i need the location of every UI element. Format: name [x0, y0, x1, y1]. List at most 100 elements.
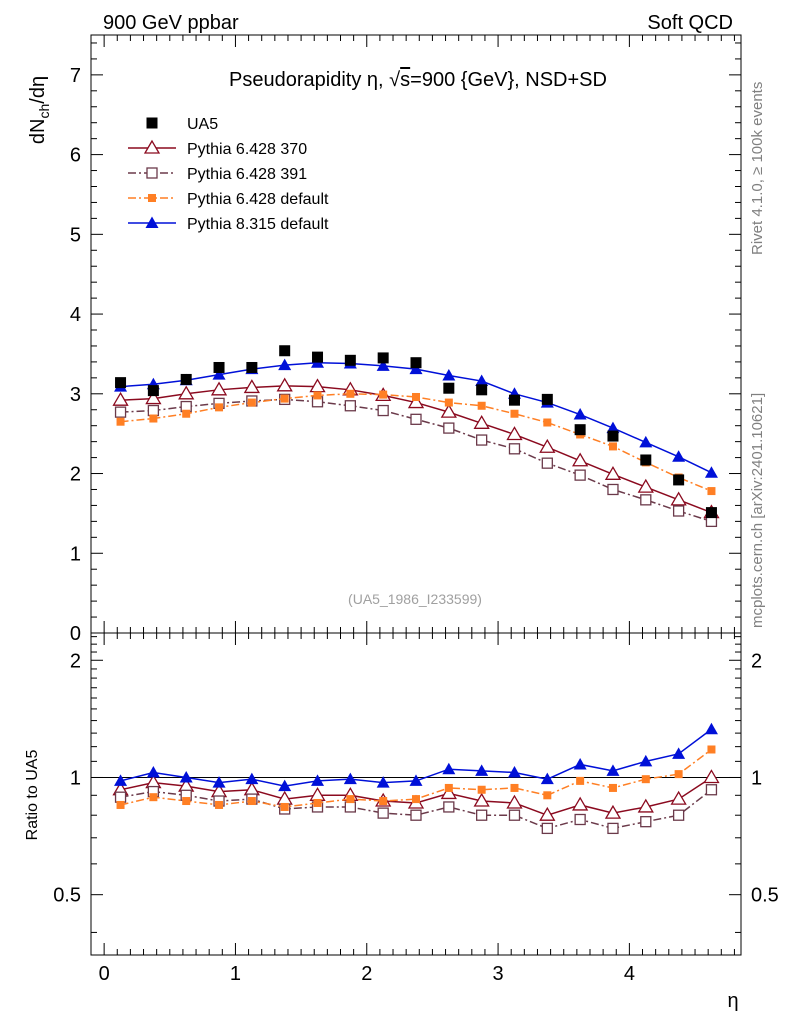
main-data-point	[607, 483, 619, 496]
main-data-point	[672, 450, 686, 462]
ratio-plot-frame	[90, 632, 742, 956]
ylabel-sub: ch	[36, 104, 52, 119]
ratio-data-point	[377, 807, 389, 819]
ratio-data-point	[608, 783, 617, 792]
ratio-data-point	[278, 779, 292, 792]
ratio-data-point	[243, 781, 260, 796]
ratio-series-group	[112, 722, 720, 835]
main-ytick-label: 1	[70, 543, 81, 565]
legend-entry: Pythia 6.428 391	[128, 166, 307, 183]
main-data-point	[673, 474, 685, 486]
main-data-point	[313, 391, 322, 400]
main-data-point	[410, 413, 422, 425]
main-y-axis-label: dNch/dη	[27, 76, 52, 144]
ratio-data-point	[149, 793, 158, 802]
ratio-data-point	[346, 795, 355, 804]
legend-label: Pythia 6.428 391	[187, 166, 307, 183]
ratio-data-point	[245, 772, 259, 785]
main-data-point	[149, 414, 158, 423]
main-data-point	[409, 362, 423, 375]
main-data-point	[541, 393, 553, 405]
ratio-data-point	[114, 774, 128, 786]
header-right: Soft QCD	[647, 12, 733, 34]
main-data-point	[309, 378, 326, 393]
ratio-data-point	[280, 802, 289, 811]
main-data-point	[704, 466, 718, 478]
ratio-series-pythia-6-428-391	[114, 784, 718, 835]
main-axes: 0 1 2 3 4 5 6 7	[70, 35, 741, 645]
main-data-point	[443, 382, 455, 394]
main-data-point	[508, 443, 521, 455]
main-data-point	[346, 389, 355, 398]
main-data-point	[672, 505, 685, 517]
main-data-point	[606, 421, 620, 434]
main-data-point	[112, 391, 129, 406]
ratio-data-point	[247, 797, 256, 806]
ratio-data-point	[670, 790, 687, 805]
legend-entry: UA5	[146, 116, 218, 133]
ratio-data-point	[572, 796, 589, 811]
ratio-data-point	[573, 757, 587, 770]
main-data-point	[476, 434, 488, 446]
ratio-data-point	[343, 772, 357, 785]
legend-marker	[146, 117, 158, 129]
xtick-label: 3	[493, 963, 504, 985]
legend-label: Pythia 8.315 default	[187, 216, 329, 233]
ratio-data-point	[215, 800, 224, 809]
main-data-point	[670, 491, 687, 506]
main-data-point	[508, 394, 520, 406]
main-data-point	[276, 377, 293, 392]
ratio-data-point	[576, 776, 585, 785]
main-data-point	[279, 345, 291, 357]
main-data-point	[407, 394, 425, 409]
main-data-point	[147, 404, 160, 417]
ratio-data-point	[116, 800, 125, 809]
xtick-label: 0	[99, 963, 110, 985]
ratio-data-point	[444, 783, 453, 792]
xtick-label: 1	[230, 963, 241, 985]
ratio-ytick-label: 2	[70, 650, 81, 672]
legend-label: UA5	[187, 116, 218, 133]
main-data-point	[377, 352, 389, 364]
ratio-data-point	[146, 765, 160, 778]
rivet-label: Rivet 4.1.0, ≥ 100k events	[749, 82, 766, 255]
ratio-data-point	[541, 822, 553, 835]
svg-text:dNch/dη: dNch/dη	[27, 76, 52, 144]
main-data-point	[379, 390, 388, 399]
main-data-point	[278, 358, 292, 371]
main-data-point	[377, 404, 389, 417]
main-ytick-label: 4	[70, 304, 81, 326]
ratio-data-point	[705, 784, 718, 796]
ratio-data-point	[707, 745, 716, 754]
ratio-data-point	[539, 806, 556, 821]
ratio-data-point	[379, 797, 388, 806]
main-data-point	[543, 418, 552, 427]
main-data-point	[705, 507, 717, 519]
main-data-point	[573, 408, 587, 420]
ratio-y-axis-label: Ratio to UA5	[24, 750, 41, 841]
ylabel-main: dN	[27, 119, 49, 145]
main-data-point	[116, 417, 125, 426]
main-ytick-label: 6	[70, 145, 81, 167]
ylabel-tail: /dη	[27, 76, 49, 104]
ratio-data-point	[182, 797, 191, 806]
legend-marker	[145, 216, 159, 228]
main-data-point	[475, 374, 489, 387]
main-data-point	[210, 381, 228, 396]
main-data-point	[246, 361, 258, 373]
main-data-point	[213, 361, 225, 373]
main-data-point	[114, 406, 127, 418]
legend-label: Pythia 6.428 default	[187, 191, 329, 208]
main-data-point	[444, 398, 453, 407]
main-data-point	[476, 384, 488, 396]
ratio-data-point	[442, 762, 456, 775]
main-data-point	[442, 368, 456, 381]
ratio-data-point	[639, 754, 653, 767]
ratio-data-point	[607, 822, 619, 835]
main-series-pythia-6-428-391	[114, 393, 718, 528]
ratio-data-point	[212, 776, 226, 788]
ratio-series-pythia-8-315-default	[114, 722, 718, 792]
main-data-point	[212, 368, 226, 380]
ratio-data-point	[508, 809, 521, 821]
